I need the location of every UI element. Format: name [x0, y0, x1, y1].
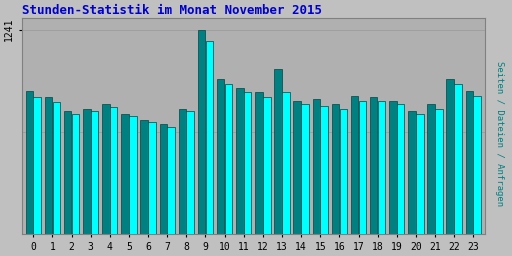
Bar: [446, 79, 454, 234]
Bar: [263, 98, 270, 234]
Bar: [370, 98, 377, 234]
Bar: [33, 98, 41, 234]
Bar: [255, 92, 263, 234]
Bar: [206, 41, 213, 234]
Bar: [148, 122, 156, 234]
Bar: [236, 88, 244, 234]
Bar: [465, 91, 473, 234]
Bar: [72, 114, 79, 234]
Bar: [359, 101, 366, 234]
Text: Stunden-Statistik im Monat November 2015: Stunden-Statistik im Monat November 2015: [22, 4, 322, 17]
Bar: [244, 92, 251, 234]
Bar: [274, 69, 282, 234]
Bar: [474, 96, 481, 234]
Bar: [179, 109, 186, 234]
Bar: [389, 101, 397, 234]
Text: Seiten / Dateien / Anfragen: Seiten / Dateien / Anfragen: [495, 61, 504, 206]
Bar: [53, 102, 60, 234]
Bar: [129, 115, 137, 234]
Bar: [301, 104, 309, 234]
Bar: [198, 30, 205, 234]
Bar: [351, 96, 358, 234]
Bar: [160, 124, 167, 234]
Bar: [312, 99, 320, 234]
Bar: [408, 111, 416, 234]
Bar: [140, 121, 148, 234]
Bar: [26, 91, 33, 234]
Bar: [64, 111, 71, 234]
Bar: [339, 109, 347, 234]
Bar: [110, 107, 117, 234]
Bar: [378, 101, 386, 234]
Bar: [416, 114, 423, 234]
Bar: [45, 98, 52, 234]
Bar: [186, 111, 194, 234]
Bar: [121, 114, 129, 234]
Bar: [83, 109, 91, 234]
Bar: [225, 84, 232, 234]
Bar: [217, 79, 224, 234]
Bar: [332, 104, 339, 234]
Bar: [167, 127, 175, 234]
Bar: [102, 104, 110, 234]
Bar: [435, 109, 443, 234]
Bar: [454, 84, 462, 234]
Bar: [321, 106, 328, 234]
Bar: [282, 92, 290, 234]
Bar: [91, 111, 98, 234]
Bar: [293, 101, 301, 234]
Bar: [397, 104, 404, 234]
Bar: [428, 104, 435, 234]
